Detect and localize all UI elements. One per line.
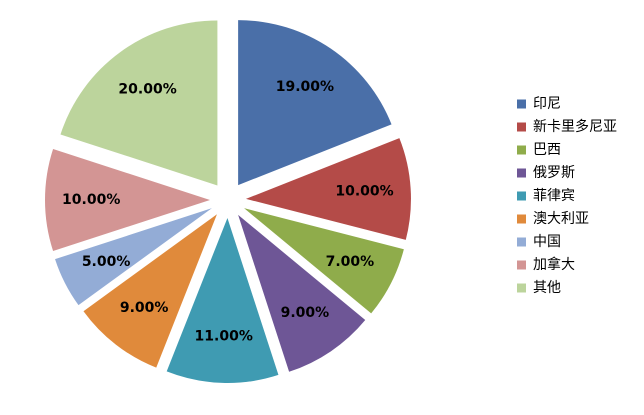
value-label: 11.00%	[195, 329, 253, 345]
legend-swatch	[517, 214, 526, 224]
value-label: 10.00%	[62, 192, 120, 208]
legend-label: 澳大利亚	[533, 211, 589, 227]
legend-label: 印尼	[533, 96, 561, 112]
legend-swatch	[517, 122, 526, 132]
legend-swatch	[517, 260, 526, 270]
pie-slice	[60, 20, 218, 186]
legend-label: 中国	[533, 234, 561, 250]
pie-slice	[245, 138, 411, 240]
legend-swatch	[517, 168, 526, 178]
legend-swatch	[517, 237, 526, 247]
value-label: 20.00%	[118, 81, 176, 97]
value-label: 7.00%	[326, 254, 375, 270]
legend-swatch	[517, 191, 526, 201]
legend-label: 其他	[533, 280, 561, 296]
legend-label: 菲律宾	[533, 188, 575, 204]
pie-slice	[166, 217, 279, 383]
legend-label: 新卡里多尼亚	[533, 118, 617, 135]
legend-swatch	[517, 99, 526, 109]
pie-slice	[238, 20, 392, 186]
value-label: 19.00%	[276, 79, 334, 95]
legend-swatch	[517, 283, 526, 293]
legend-swatch	[517, 145, 526, 155]
legend-label: 巴西	[533, 142, 561, 158]
pie-slice	[244, 208, 404, 314]
value-label: 10.00%	[335, 183, 393, 199]
pie-slice	[44, 149, 210, 251]
legend-label: 加拿大	[533, 256, 575, 273]
value-label: 9.00%	[281, 305, 330, 321]
pie-slice	[55, 208, 212, 306]
legend-label: 俄罗斯	[533, 165, 575, 181]
value-label: 5.00%	[82, 254, 131, 270]
value-label: 9.00%	[120, 300, 169, 316]
pie-slice	[238, 214, 366, 372]
pie-slice	[83, 214, 217, 368]
